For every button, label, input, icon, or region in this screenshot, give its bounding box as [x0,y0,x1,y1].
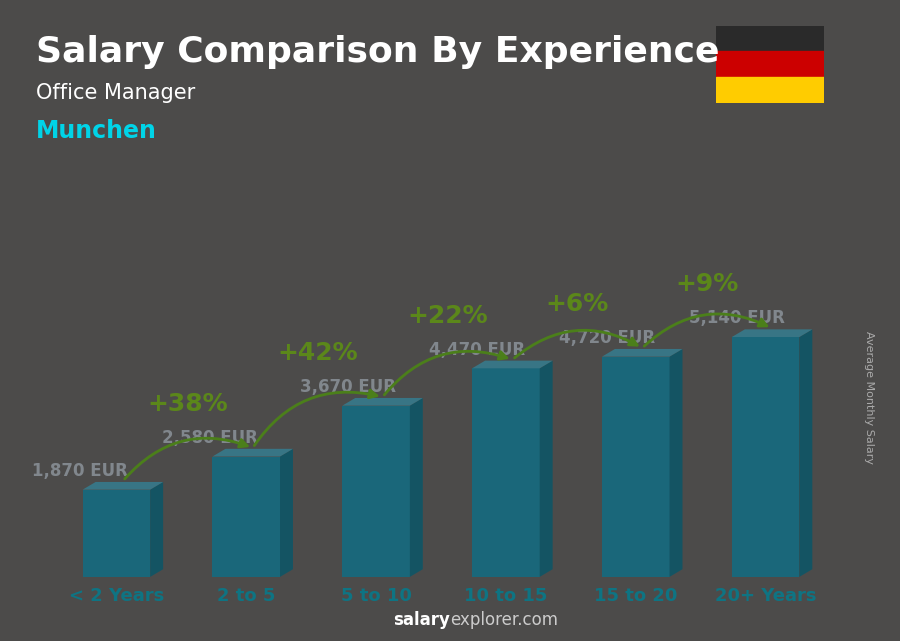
Bar [716,51,824,77]
Polygon shape [212,449,293,456]
Polygon shape [83,490,150,577]
Text: +9%: +9% [676,272,739,296]
Polygon shape [799,329,813,577]
FancyArrowPatch shape [384,351,507,395]
Text: explorer.com: explorer.com [450,612,558,629]
Text: 4,720 EUR: 4,720 EUR [559,329,655,347]
Text: Average Monthly Salary: Average Monthly Salary [863,331,874,464]
Bar [716,26,824,51]
Polygon shape [342,398,423,406]
FancyArrowPatch shape [255,390,377,445]
Text: 3,670 EUR: 3,670 EUR [300,378,395,396]
Polygon shape [150,482,163,577]
FancyArrowPatch shape [515,330,637,358]
Polygon shape [602,356,670,577]
Text: +22%: +22% [407,304,488,328]
FancyArrowPatch shape [125,438,248,479]
Polygon shape [410,398,423,577]
Text: Salary Comparison By Experience: Salary Comparison By Experience [36,35,719,69]
Polygon shape [212,456,280,577]
Text: Office Manager: Office Manager [36,83,195,103]
Text: +42%: +42% [277,341,358,365]
Text: 4,470 EUR: 4,470 EUR [429,341,526,359]
Polygon shape [732,329,813,337]
Text: 1,870 EUR: 1,870 EUR [32,462,128,480]
Text: 2,580 EUR: 2,580 EUR [162,429,257,447]
Polygon shape [540,361,553,577]
Polygon shape [83,482,163,490]
Polygon shape [342,406,410,577]
Polygon shape [472,369,540,577]
Text: 5,140 EUR: 5,140 EUR [689,310,785,328]
Bar [716,77,824,103]
Text: +6%: +6% [545,292,609,316]
Text: +38%: +38% [148,392,228,416]
FancyArrowPatch shape [644,314,767,346]
Polygon shape [602,349,682,356]
Polygon shape [732,337,799,577]
Text: Munchen: Munchen [36,119,157,142]
Polygon shape [280,449,293,577]
Polygon shape [472,361,553,369]
Polygon shape [670,349,682,577]
Text: salary: salary [393,612,450,629]
